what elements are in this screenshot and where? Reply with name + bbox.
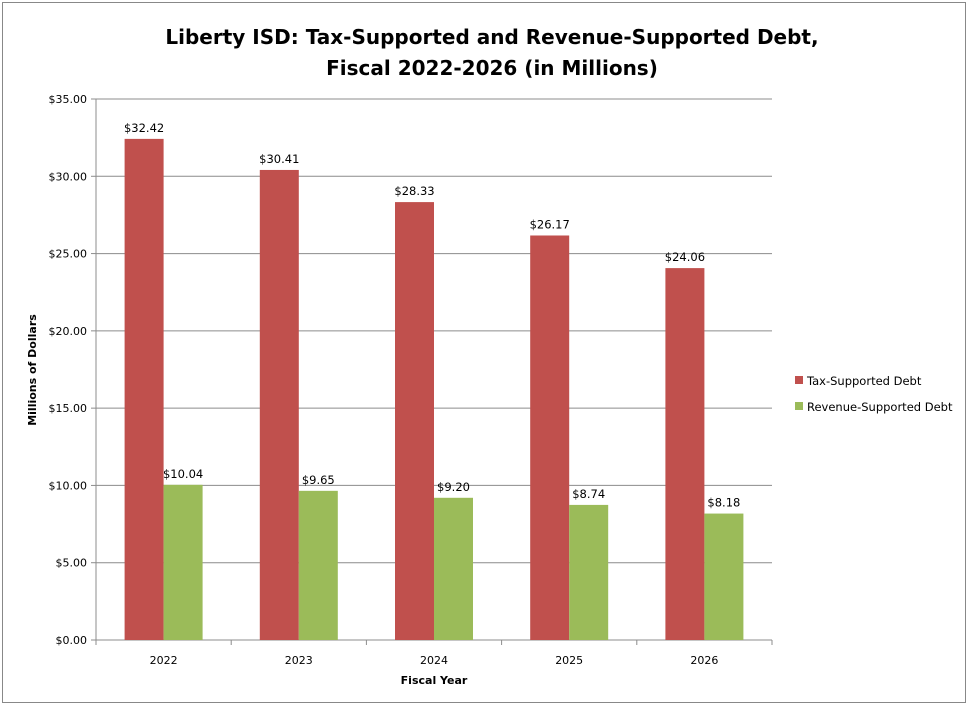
bar-tax-2026 [665, 268, 705, 640]
data-label: $8.18 [707, 496, 740, 510]
x-tick-label: 2024 [420, 654, 448, 667]
legend-label: Revenue-Supported Debt [807, 400, 953, 414]
data-label: $8.74 [572, 487, 605, 501]
chart-title-line-1: Liberty ISD: Tax-Supported and Revenue-S… [165, 25, 818, 49]
y-tick-label: $30.00 [49, 170, 88, 183]
data-label: $24.06 [665, 250, 705, 264]
legend-swatch [795, 402, 803, 410]
y-tick-label: $5.00 [56, 557, 88, 570]
data-label: $9.20 [437, 480, 470, 494]
bar-revenue-2022 [163, 484, 203, 640]
bar-revenue-2024 [434, 497, 473, 640]
data-label: $10.04 [163, 467, 203, 481]
x-axis-title: Fiscal Year [401, 674, 468, 687]
bar-tax-2025 [530, 235, 570, 640]
x-tick-label: 2025 [555, 654, 583, 667]
y-tick-label: $25.00 [49, 248, 88, 261]
legend-swatch [795, 376, 803, 384]
x-tick-label: 2022 [150, 654, 178, 667]
legend-label: Tax-Supported Debt [806, 374, 922, 388]
bar-tax-2023 [259, 169, 299, 640]
bar-tax-2022 [124, 138, 164, 640]
y-tick-label: $20.00 [49, 325, 88, 338]
x-tick-label: 2023 [285, 654, 313, 667]
y-tick-label: $15.00 [49, 402, 88, 415]
y-tick-label: $35.00 [49, 93, 88, 106]
bar-revenue-2026 [704, 513, 744, 640]
y-tick-label: $0.00 [56, 634, 88, 647]
bar-revenue-2023 [298, 490, 338, 640]
data-label: $32.42 [124, 121, 164, 135]
data-label: $28.33 [394, 184, 434, 198]
data-label: $30.41 [259, 152, 299, 166]
y-axis-title: Millions of Dollars [26, 314, 39, 426]
chart-title-line-2: Fiscal 2022-2026 (in Millions) [326, 56, 658, 80]
bar-revenue-2025 [569, 504, 609, 640]
bar-tax-2024 [395, 202, 434, 641]
data-label: $26.17 [530, 217, 570, 231]
y-tick-label: $10.00 [49, 479, 88, 492]
x-tick-label: 2026 [690, 654, 718, 667]
data-label: $9.65 [302, 473, 335, 487]
